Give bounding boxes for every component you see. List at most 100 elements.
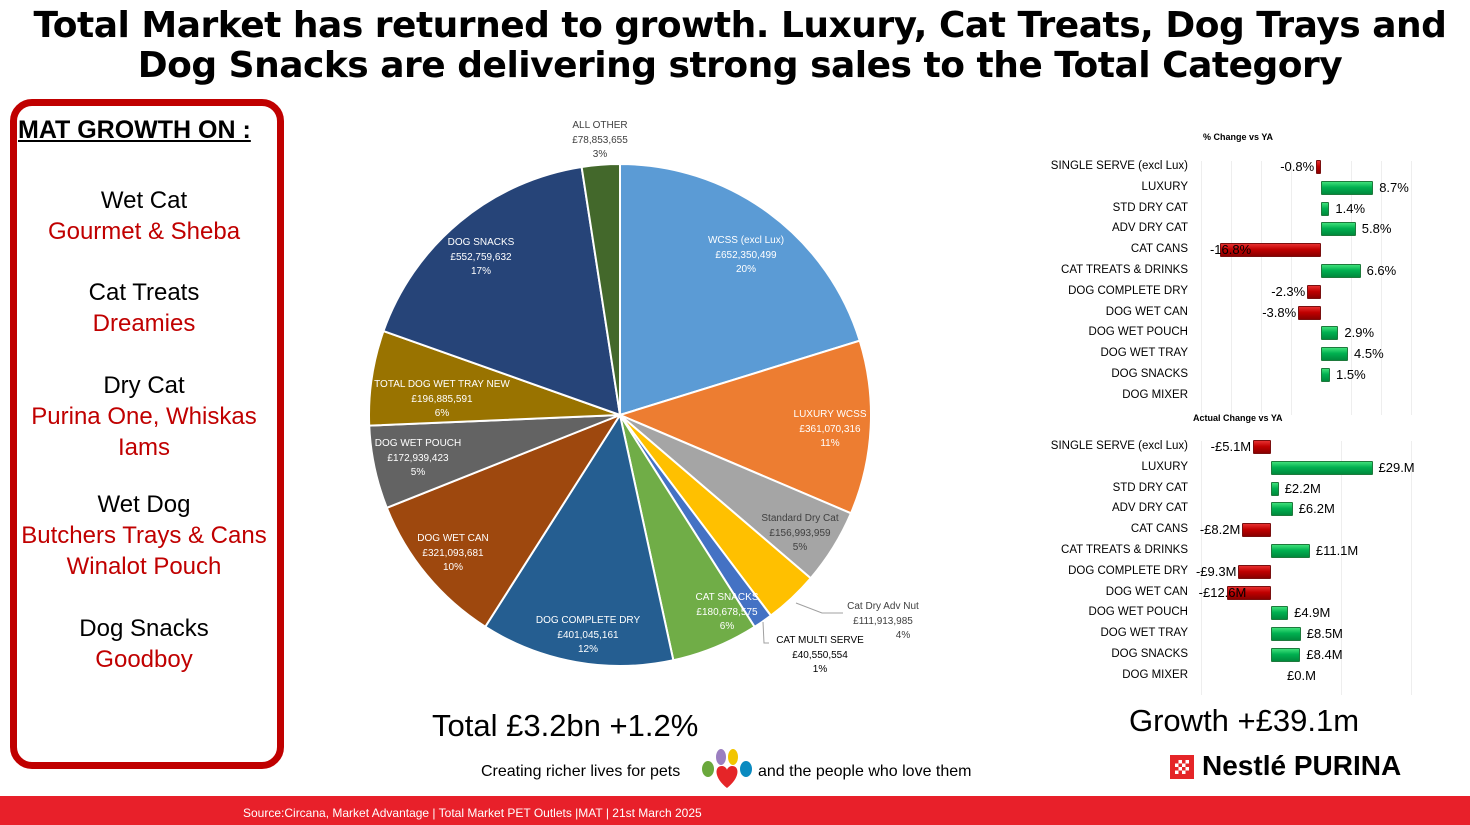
negative-bar — [1316, 160, 1321, 174]
pie-slice — [617, 339, 872, 515]
pie-label-value-text: £172,939,423 — [387, 452, 449, 464]
pie-label-label: DOG SNACKS — [447, 237, 515, 248]
category-label: CAT TREATS & DRINKS — [1061, 544, 1188, 556]
pie-data-label: Cat Dry Adv Nut £111,913,985 4% — [847, 600, 919, 644]
chart-title: Actual Change vs YA — [1193, 413, 1283, 423]
pie-data-label: DOG WET POUCH £172,939,423 5% — [375, 437, 461, 481]
pie-label-value-text: £321,093,681 — [422, 547, 484, 559]
category-label: ADV DRY CAT — [1111, 502, 1188, 515]
group-brand: Goodboy — [95, 646, 193, 673]
pie-label-label: DOG COMPLETE DRY — [535, 615, 641, 626]
pie-label-pct: 10% — [442, 562, 464, 573]
group-category: Cat Treats — [88, 279, 200, 306]
pie-label-label: WCSS (excl Lux) — [707, 235, 785, 246]
category-label: DOG WET CAN — [1105, 585, 1188, 598]
positive-bar — [1271, 648, 1301, 662]
positive-bar — [1271, 502, 1293, 517]
source-note: Source:Circana, Market Advantage | Total… — [243, 806, 702, 820]
data-label: -16.8% — [1209, 242, 1252, 258]
pie-label-value-text: £78,853,655 — [572, 134, 628, 146]
pie-label-label: CAT MULTI SERVE — [776, 635, 864, 646]
leader-line — [795, 602, 843, 614]
positive-bar — [1321, 347, 1348, 362]
pie-label-value-text: £111,913,985 — [853, 615, 913, 627]
page-title: Total Market has returned to growth. Lux… — [33, 5, 1447, 86]
pie-label-label: Standard Dry Cat — [761, 513, 839, 524]
growth-text: Growth +£39.1m — [1129, 703, 1360, 738]
category-label: DOG COMPLETE DRY — [1068, 564, 1188, 577]
category-label: DOG COMPLETE DRY — [1068, 284, 1188, 297]
pie-data-label: DOG SNACKS £552,759,632 17% — [448, 236, 515, 280]
category-label: DOG MIXER — [1122, 388, 1188, 401]
pie-data-label: CAT SNACKS £180,678,575 6% — [696, 591, 759, 635]
growth-group: Dog Snacks Goodboy — [10, 613, 278, 675]
pie-slice — [385, 412, 623, 629]
category-label: STD DRY CAT — [1112, 201, 1188, 214]
paw-icon — [702, 749, 752, 788]
data-label: -£5.1M — [1210, 439, 1252, 454]
market-pie-chart — [368, 162, 872, 667]
pie-data-label: DOG WET CAN £321,093,681 10% — [417, 532, 488, 576]
category-label: LUXURY — [1141, 180, 1188, 193]
pie-label-value-text: £361,070,316 — [799, 423, 861, 435]
data-label: 6.6% — [1366, 263, 1397, 278]
pie-label-value-text: £196,885,591 — [411, 393, 473, 405]
group-brand: Winalot Pouch — [66, 553, 222, 580]
gridline — [1341, 441, 1342, 695]
data-label: 8.7% — [1379, 179, 1409, 195]
data-label: £11.1M — [1315, 543, 1359, 558]
group-brand: Butchers Trays & Cans — [21, 522, 267, 549]
category-label: SINGLE SERVE (excl Lux) — [1050, 440, 1188, 452]
data-label: 1.5% — [1336, 367, 1366, 382]
pie-label-value-text: £156,993,959 — [769, 527, 831, 539]
category-label: DOG WET POUCH — [1088, 606, 1188, 619]
category-label: DOG WET CAN — [1105, 305, 1188, 318]
pie-label-pct: 5% — [410, 467, 426, 478]
pie-label-pct: 3% — [592, 149, 608, 160]
category-label: STD DRY CAT — [1112, 481, 1188, 494]
positive-bar — [1321, 326, 1339, 341]
negative-bar — [1253, 440, 1271, 454]
pie-label-value-text: £180,678,575 — [696, 606, 758, 618]
positive-bar — [1271, 481, 1279, 496]
category-label: DOG SNACKS — [1111, 648, 1188, 660]
pie-label-label: Cat Dry Adv Nut — [847, 601, 919, 612]
data-label: 1.4% — [1335, 200, 1366, 216]
group-category: Wet Dog — [97, 491, 191, 518]
pie-label-label: TOTAL DOG WET TRAY NEW — [374, 379, 510, 390]
category-label: DOG WET POUCH — [1088, 326, 1188, 339]
positive-bar — [1321, 201, 1330, 216]
pie-label-label: DOG WET POUCH — [374, 438, 462, 449]
pie-label-pct: 12% — [577, 644, 598, 655]
gridline — [1411, 441, 1412, 695]
negative-bar — [1307, 284, 1321, 299]
tagline-left: Creating richer lives for pets — [481, 763, 681, 780]
data-label: -2.3% — [1271, 283, 1306, 299]
category-label: DOG SNACKS — [1111, 368, 1188, 380]
negative-bar — [1238, 564, 1271, 579]
mat-growth-panel — [10, 99, 284, 769]
group-category: Wet Cat — [100, 187, 188, 214]
pie-label-value-text: £552,759,632 — [450, 251, 512, 263]
data-label: -£9.3M — [1195, 563, 1237, 579]
growth-group: Dry Cat Purina One, Whiskas Iams — [10, 370, 278, 463]
pie-label-value-text: £652,350,499 — [715, 249, 777, 261]
data-label: -£12.6M — [1198, 584, 1247, 600]
data-label: -0.8% — [1280, 159, 1315, 174]
pie-data-label: WCSS (excl Lux) £652,350,499 20% — [708, 234, 784, 278]
pie-data-label: ALL OTHER £78,853,655 3% — [572, 119, 628, 163]
positive-bar — [1271, 460, 1373, 475]
gridline — [1351, 161, 1352, 415]
category-label: ADV DRY CAT — [1111, 222, 1188, 235]
pie-label-pct: 5% — [792, 542, 808, 553]
positive-bar — [1321, 368, 1330, 382]
pie-data-label: CAT MULTI SERVE £40,550,554 1% — [776, 634, 864, 678]
data-label: 5.8% — [1361, 221, 1392, 237]
data-label: -3.8% — [1262, 304, 1297, 320]
data-label: £8.4M — [1306, 647, 1343, 662]
chart-title: % Change vs YA — [1203, 132, 1274, 142]
tagline-right: and the people who love them — [758, 763, 972, 780]
data-label: £8.5M — [1306, 626, 1343, 642]
gridline — [1231, 161, 1232, 415]
negative-bar — [1220, 243, 1321, 258]
